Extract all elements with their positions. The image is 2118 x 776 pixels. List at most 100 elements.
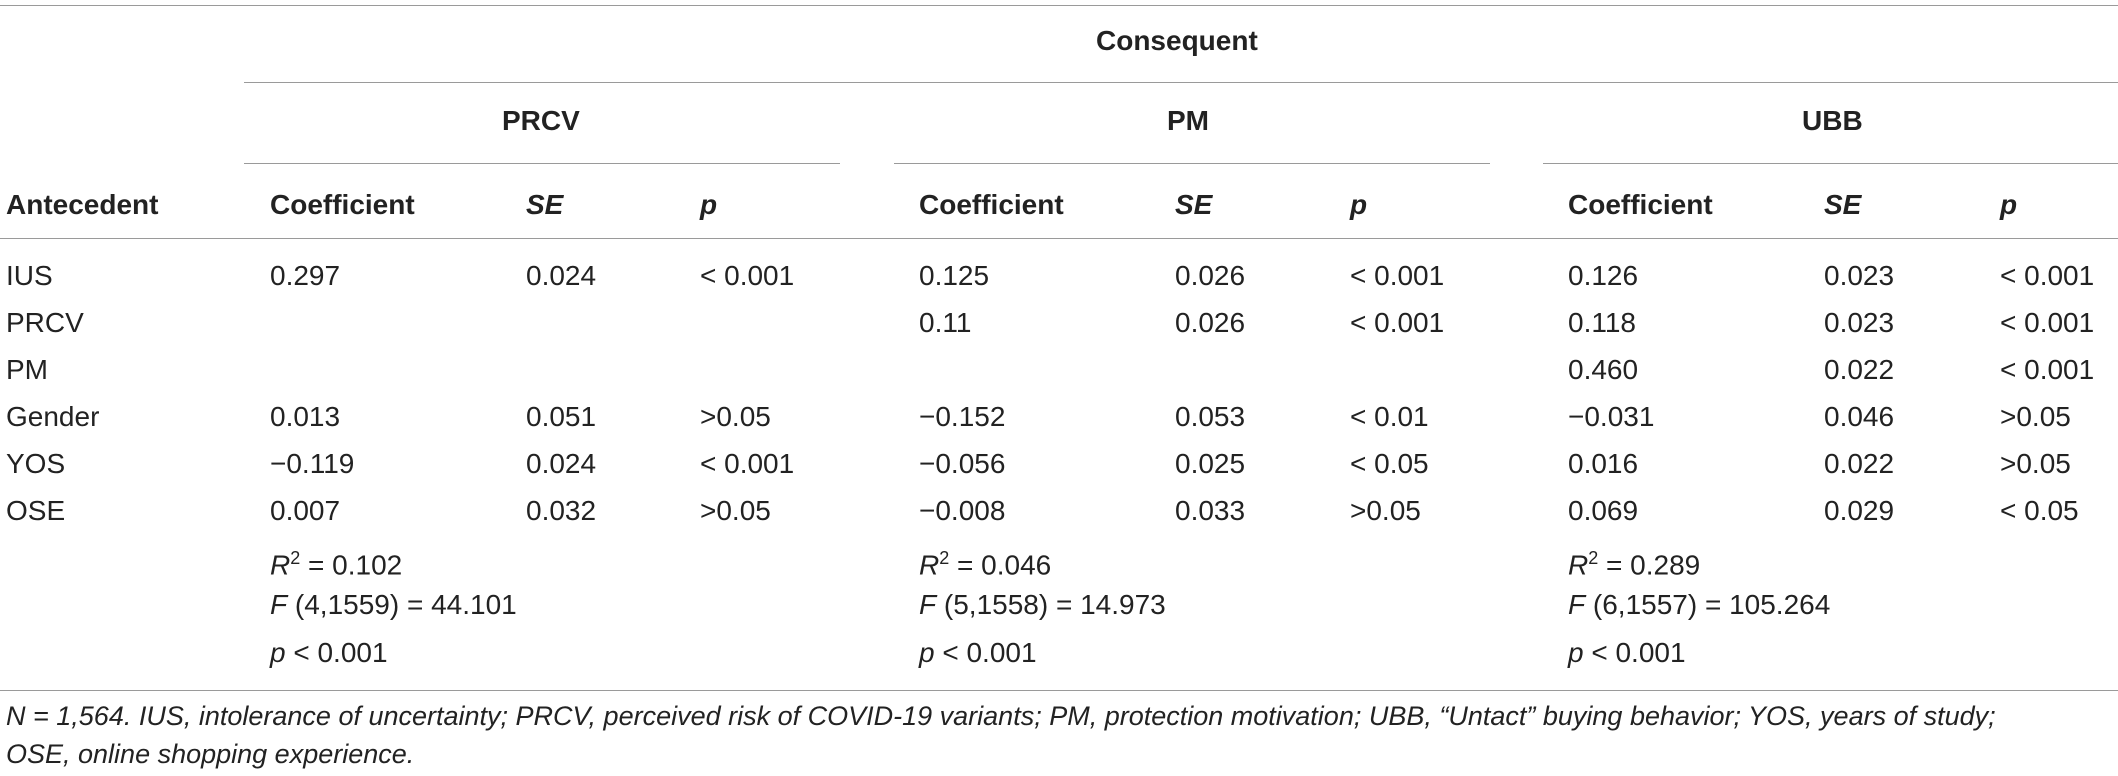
table-bottom-rule: [0, 690, 2118, 691]
f-symbol: F: [270, 589, 288, 620]
table-cell: −0.152: [919, 401, 1006, 432]
prcv-se-header: SE: [526, 189, 564, 220]
table-cell: 0.051: [526, 401, 597, 432]
table-footnote-line-1: N = 1,564. IUS, intolerance of uncertain…: [6, 701, 1996, 731]
ubb-coefficient-header: Coefficient: [1568, 189, 1713, 220]
ubb-r-squared: R2 = 0.289: [1568, 541, 1700, 582]
r-superscript: 2: [1588, 548, 1599, 568]
p-value: < 0.001: [285, 637, 388, 668]
group-header-ubb: UBB: [1802, 105, 1863, 136]
table-cell: −0.031: [1568, 401, 1655, 432]
table-cell: 0.069: [1568, 495, 1639, 526]
pm-model-p: p < 0.001: [919, 636, 1037, 670]
row-label-pm: PM: [6, 354, 48, 385]
r-superscript: 2: [290, 548, 301, 568]
p-symbol: p: [1568, 637, 1584, 668]
table-cell: < 0.001: [2000, 307, 2095, 338]
table-cell: 0.126: [1568, 260, 1639, 291]
f-symbol: F: [919, 589, 937, 620]
table-cell: < 0.001: [2000, 260, 2095, 291]
table-cell: −0.119: [270, 448, 355, 479]
table-cell: < 0.001: [1350, 260, 1445, 291]
table-cell: >0.05: [1350, 495, 1421, 526]
table-cell: >0.05: [2000, 448, 2071, 479]
table-cell: 0.032: [526, 495, 597, 526]
table-cell: 0.029: [1824, 495, 1895, 526]
p-symbol: p: [270, 637, 286, 668]
table-cell: 0.022: [1824, 354, 1895, 385]
table-cell: 0.053: [1175, 401, 1246, 432]
pm-f-statistic: F (5,1558) = 14.973: [919, 588, 1166, 622]
r-symbol: R: [1568, 549, 1589, 581]
ubb-group-rule: [1543, 163, 2118, 164]
table-cell: 0.026: [1175, 307, 1246, 338]
row-label-gender: Gender: [6, 401, 100, 432]
table-cell: 0.023: [1824, 260, 1895, 291]
table-cell: 0.026: [1175, 260, 1246, 291]
ubb-p-header: p: [2000, 189, 2018, 220]
table-cell: >0.05: [2000, 401, 2071, 432]
table-cell: < 0.05: [1350, 448, 1429, 479]
table-cell: 0.025: [1175, 448, 1246, 479]
table-cell: −0.056: [919, 448, 1006, 479]
table-top-rule: [0, 5, 2118, 6]
prcv-p-header: p: [700, 189, 718, 220]
table-cell: >0.05: [700, 495, 771, 526]
pm-coefficient-header: Coefficient: [919, 189, 1064, 220]
r-symbol: R: [270, 549, 291, 581]
prcv-coefficient-header: Coefficient: [270, 189, 415, 220]
r-squared-value: = 0.102: [300, 549, 403, 581]
header-bottom-rule: [0, 238, 2118, 239]
table-cell: >0.05: [700, 401, 771, 432]
r-squared-value: = 0.289: [1598, 549, 1701, 581]
row-label-yos: YOS: [6, 448, 66, 479]
group-header-pm: PM: [1167, 105, 1209, 136]
group-header-prcv: PRCV: [502, 105, 580, 136]
pm-se-header: SE: [1175, 189, 1213, 220]
table-cell: 0.007: [270, 495, 341, 526]
table-cell: −0.008: [919, 495, 1006, 526]
antecedent-header: Antecedent: [6, 189, 159, 220]
table-cell: 0.11: [919, 307, 972, 338]
table-cell: 0.460: [1568, 354, 1639, 385]
pm-p-header: p: [1350, 189, 1368, 220]
table-cell: 0.033: [1175, 495, 1246, 526]
table-cell: < 0.01: [1350, 401, 1429, 432]
table-cell: 0.125: [919, 260, 990, 291]
f-value: (6,1557) = 105.264: [1585, 589, 1831, 620]
r-symbol: R: [919, 549, 940, 581]
table-cell: 0.297: [270, 260, 341, 291]
f-value: (4,1559) = 44.101: [287, 589, 517, 620]
table-cell: < 0.001: [700, 448, 795, 479]
p-symbol: p: [919, 637, 935, 668]
prcv-model-p: p < 0.001: [270, 636, 388, 670]
table-cell: 0.046: [1824, 401, 1895, 432]
table-cell: 0.013: [270, 401, 341, 432]
r-squared-value: = 0.046: [949, 549, 1052, 581]
table-cell: 0.022: [1824, 448, 1895, 479]
p-value: < 0.001: [1583, 637, 1686, 668]
table-cell: 0.023: [1824, 307, 1895, 338]
prcv-f-statistic: F (4,1559) = 44.101: [270, 588, 517, 622]
row-label-ius: IUS: [6, 260, 53, 291]
table-cell: < 0.001: [1350, 307, 1445, 338]
p-value: < 0.001: [934, 637, 1037, 668]
ubb-f-statistic: F (6,1557) = 105.264: [1568, 588, 1830, 622]
consequent-rule: [244, 82, 2118, 83]
pm-r-squared: R2 = 0.046: [919, 541, 1051, 582]
table-cell: < 0.001: [2000, 354, 2095, 385]
table-cell: 0.118: [1568, 307, 1636, 338]
f-value: (5,1558) = 14.973: [936, 589, 1166, 620]
table-cell: 0.024: [526, 260, 597, 291]
prcv-group-rule: [244, 163, 840, 164]
f-symbol: F: [1568, 589, 1586, 620]
r-superscript: 2: [939, 548, 950, 568]
table-cell: 0.016: [1568, 448, 1639, 479]
table-cell: < 0.05: [2000, 495, 2079, 526]
pm-group-rule: [894, 163, 1490, 164]
table-cell: 0.024: [526, 448, 597, 479]
row-label-prcv: PRCV: [6, 307, 84, 338]
consequent-header: Consequent: [1096, 25, 1258, 56]
table-footnote-line-2: OSE, online shopping experience.: [6, 739, 415, 769]
